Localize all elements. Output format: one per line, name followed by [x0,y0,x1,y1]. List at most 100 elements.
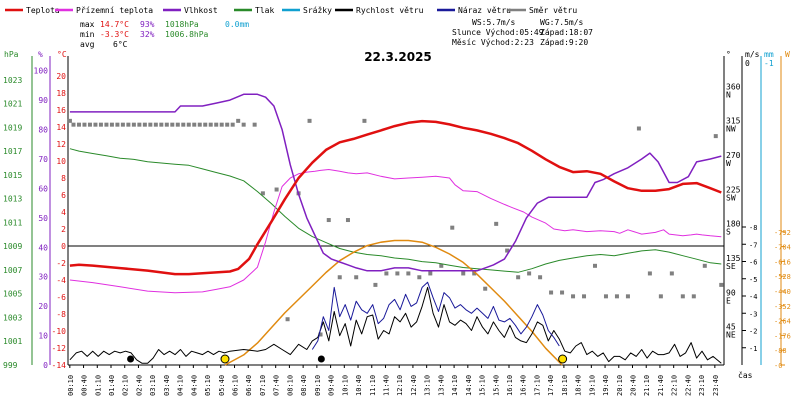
x-tick-label: 08:40 [300,375,308,396]
temp-tick-label: 18 [56,89,66,98]
hpa-tick-label: 999 [3,361,18,370]
w-tick-label: -176 [774,332,791,340]
x-tick-label: 11:40 [382,375,390,396]
x-tick-label: 16:10 [506,375,514,396]
legend-label: Náraz větru [458,6,511,15]
wind-direction-point [428,271,433,276]
temp-tick-label: 14 [56,123,66,132]
x-tick-label: 13:10 [424,375,432,396]
wind-direction-point [549,290,554,295]
axis-top-ms: 0 [745,59,750,68]
wind-direction-point [384,271,389,276]
hpa-tick-label: 1023 [3,76,22,85]
wind-direction-point [582,294,587,299]
info-sun: Slunce Východ:05:49 [452,28,544,37]
temp-tick-label: -8 [56,310,66,319]
x-tick-label: 17:10 [533,375,541,396]
wind-direction-point [603,294,608,299]
series-temperature-line [69,119,722,276]
wind-direction-point [560,290,565,295]
x-tick-label: 17:40 [547,375,555,396]
dir-cardinal-label: NW [726,125,736,134]
info-sun-set: Západ:18:07 [540,28,593,37]
temp-tick-label: 2 [61,225,66,234]
dir-cardinal-label: N [726,90,731,99]
x-tick-label: 06:10 [232,375,240,396]
wind-direction-point [614,294,619,299]
wind-direction-point [318,332,323,337]
wind-direction-point [354,275,359,280]
x-tick-label: 14:40 [465,375,473,396]
x-tick-label: 03:40 [163,375,171,396]
hpa-tick-label: 1005 [3,290,22,299]
w-tick-label: -792 [774,229,791,237]
wind-direction-point [719,282,724,287]
hpa-tick-label: 1003 [3,313,22,322]
legend-label: Vlhkost [184,6,218,15]
x-tick-label: 12:40 [410,375,418,396]
info-ws: WS:5.7m/s [472,18,516,27]
wind-direction-point [516,275,521,280]
x-tick-label: 20:10 [616,375,624,396]
axis-title-ms: m/s [745,50,760,59]
dir-tick-label: 315 [726,117,741,126]
hpa-tick-label: 1009 [3,242,22,251]
pct-tick-label: 100 [34,67,49,76]
temp-tick-label: 6 [61,191,66,200]
x-tick-label: 15:40 [492,375,500,396]
temp-tick-label: -6 [56,293,66,302]
pct-tick-label: 60 [38,184,48,193]
x-tick-label: 03:10 [149,375,157,396]
x-tick-label: 19:40 [602,375,610,396]
pct-tick-label: 0 [43,361,48,370]
x-tick-label: 00:10 [67,375,75,396]
wind-direction-point [181,122,186,127]
legend-label: Srážky [303,6,332,15]
moon-marker-icon [127,355,135,363]
axis-title-pct: % [38,50,43,59]
wind-direction-point [505,248,510,253]
wind-direction-point [241,122,246,127]
temp-tick-label: 12 [56,140,66,149]
wind-direction-point [252,122,257,127]
wind-direction-point [345,218,350,223]
wind-direction-point [170,122,175,127]
x-tick-label: 10:10 [341,375,349,396]
dir-tick-label: 45 [726,323,736,332]
axis-title-degc: °C [57,50,67,59]
wind-direction-point [164,122,169,127]
wind-direction-point [159,122,164,127]
w-tick-label: -88 [774,347,787,355]
wind-direction-point [109,122,114,127]
w-tick-label: -528 [774,273,791,281]
wind-direction-point [669,271,674,276]
temp-tick-label: 10 [56,157,66,166]
legend-label: Přízemní teplota [76,6,153,15]
w-tick-label: -264 [774,318,791,326]
pct-tick-label: 40 [38,243,48,252]
wind-direction-point [461,271,466,276]
wind-direction-point [362,118,367,123]
w-tick-label: -440 [774,288,791,296]
temp-tick-label: 8 [61,174,66,183]
stats-max-label: max [80,20,95,29]
w-tick-label: -616 [774,258,791,266]
dir-cardinal-label: NE [726,331,736,340]
info-moon-set: Západ:9:20 [540,38,588,47]
legend: Teplota Přízemní teplota Vlhkost Tlak Srážky… [5,6,577,15]
pct-tick-label: 30 [38,273,48,282]
x-tick-label: 00:40 [81,375,89,396]
wind-direction-point [120,122,125,127]
wind-direction-point [225,122,230,127]
temp-tick-label: -4 [56,276,66,285]
wind-direction-point [592,263,597,268]
ms-tick-label: -5 [749,276,757,284]
stats-block: max 14.7°C 93% 1018hPa 0.0mm min -3.3°C … [80,20,249,49]
x-tick-label: 21:40 [657,375,665,396]
wind-direction-point [148,122,153,127]
wind-direction-point [115,122,120,127]
dir-tick-label: 270 [726,151,741,160]
legend-label: Rychlost větru [356,6,424,15]
hpa-tick-label: 1007 [3,266,22,275]
info-block: WS:5.7m/s WG:7.5m/s Slunce Východ:05:49 … [452,18,593,47]
